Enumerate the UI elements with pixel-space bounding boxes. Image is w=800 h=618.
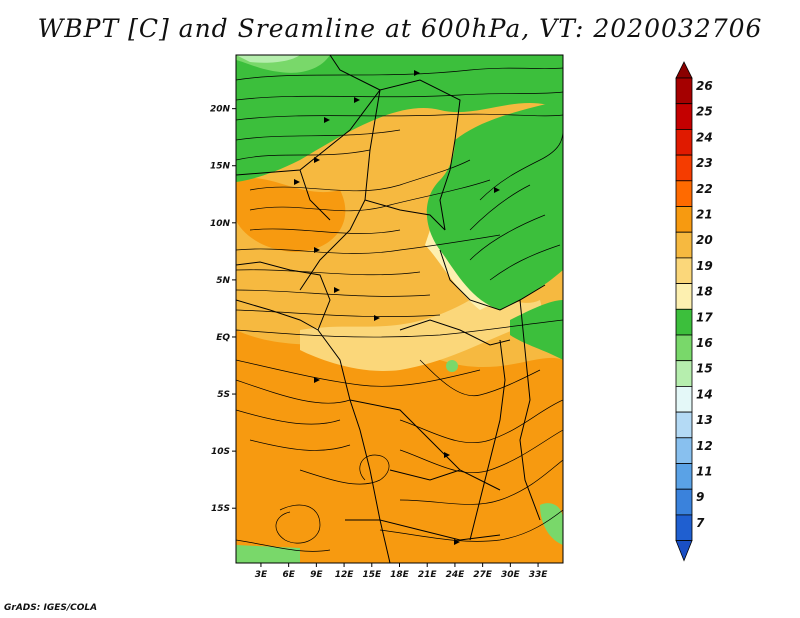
colorbar-label: 24: [696, 130, 713, 144]
lat-tick-label: 20N: [210, 105, 231, 115]
colorbar: 26 25 24 23 22 21 20 19 18 17 16 15 14 13 12 11 9 7: [675, 61, 713, 562]
lon-tick-label: 12E: [335, 570, 355, 580]
lon-tick-label: 24E: [446, 570, 466, 580]
colorbar-label: 22: [696, 182, 713, 196]
colorbar-label: 23: [696, 156, 713, 170]
colorbar-label: 7: [696, 516, 705, 530]
lon-tick-label: 9E: [310, 570, 323, 580]
colorbar-swatch: [675, 385, 693, 413]
field-east-green-south: [510, 300, 563, 360]
lat-tick-label: 10N: [210, 219, 231, 229]
colorbar-swatch: [675, 463, 693, 490]
lon-tick-label: 6E: [282, 570, 295, 580]
longitude-axis: 3E 6E 9E 12E 15E 18E 21E 24E 27E 30E 33E: [255, 563, 549, 580]
colorbar-swatch: [675, 128, 693, 156]
colorbar-swatch: [675, 206, 693, 233]
colorbar-label: 15: [696, 362, 713, 376]
colorbar-label: 21: [696, 208, 713, 222]
colorbar-swatch: [675, 154, 693, 182]
colorbar-label: 25: [696, 105, 713, 119]
colorbar-swatch: [675, 180, 693, 207]
colorbar-swatch: [675, 77, 693, 105]
colorbar-label: 12: [696, 439, 713, 453]
colorbar-label: 18: [696, 285, 713, 299]
lat-tick-label: 5S: [217, 390, 230, 400]
colorbar-swatch: [675, 257, 693, 284]
colorbar-label: 20: [696, 233, 713, 247]
field-north-green: [236, 55, 563, 182]
grads-credit: GrADS: IGES/COLA: [4, 603, 98, 613]
lat-tick-label: 15N: [210, 162, 231, 172]
streamline-arrows: [294, 70, 500, 545]
colorbar-swatch: [675, 360, 693, 387]
lat-tick-label: 5N: [216, 276, 230, 286]
colorbar-swatch: [675, 231, 693, 259]
colorbar-label: 16: [696, 336, 713, 350]
colorbar-label: 13: [696, 413, 713, 427]
colorbar-swatch: [675, 283, 693, 310]
colorbar-swatch: [675, 514, 693, 542]
lat-tick-label: EQ: [216, 333, 230, 343]
colorbar-swatch: [675, 308, 693, 336]
colorbar-above-triangle: [675, 61, 693, 79]
lat-tick-label: 10S: [211, 447, 230, 457]
wbpt-field: [236, 55, 563, 563]
colorbar-swatch: [675, 103, 693, 130]
colorbar-label: 11: [696, 465, 713, 479]
colorbar-swatch: [675, 334, 693, 362]
map-title: WBPT [C] and Sreamline at 600hPa, VT: 20…: [37, 14, 763, 43]
colorbar-swatch: [675, 488, 693, 516]
colorbar-label: 19: [696, 259, 713, 273]
colorbar-label: 14: [696, 387, 713, 401]
lon-tick-label: 21E: [418, 570, 438, 580]
lat-tick-label: 15S: [211, 504, 230, 514]
field-coastal-green: [236, 545, 300, 563]
field-yellow-band: [300, 297, 545, 371]
field-west-orange: [236, 177, 346, 252]
lon-tick-label: 3E: [255, 570, 268, 580]
colorbar-below-triangle: [675, 540, 693, 562]
lon-tick-label: 18E: [390, 570, 410, 580]
streamlines: [236, 67, 563, 552]
colorbar-swatch: [675, 437, 693, 464]
colorbar-swatch: [675, 411, 693, 439]
colorbar-label: 9: [696, 490, 704, 504]
lon-tick-label: 27E: [473, 570, 493, 580]
colorbar-label: 26: [696, 79, 713, 93]
country-borders: [236, 55, 546, 563]
lon-tick-label: 15E: [362, 570, 382, 580]
lon-tick-label: 33E: [529, 570, 549, 580]
latitude-axis: 20N 15N 10N 5N EQ 5S 10S 15S: [210, 105, 236, 514]
lon-tick-label: 30E: [501, 570, 521, 580]
field-southern-orange: [236, 330, 563, 563]
colorbar-label: 17: [696, 310, 713, 324]
